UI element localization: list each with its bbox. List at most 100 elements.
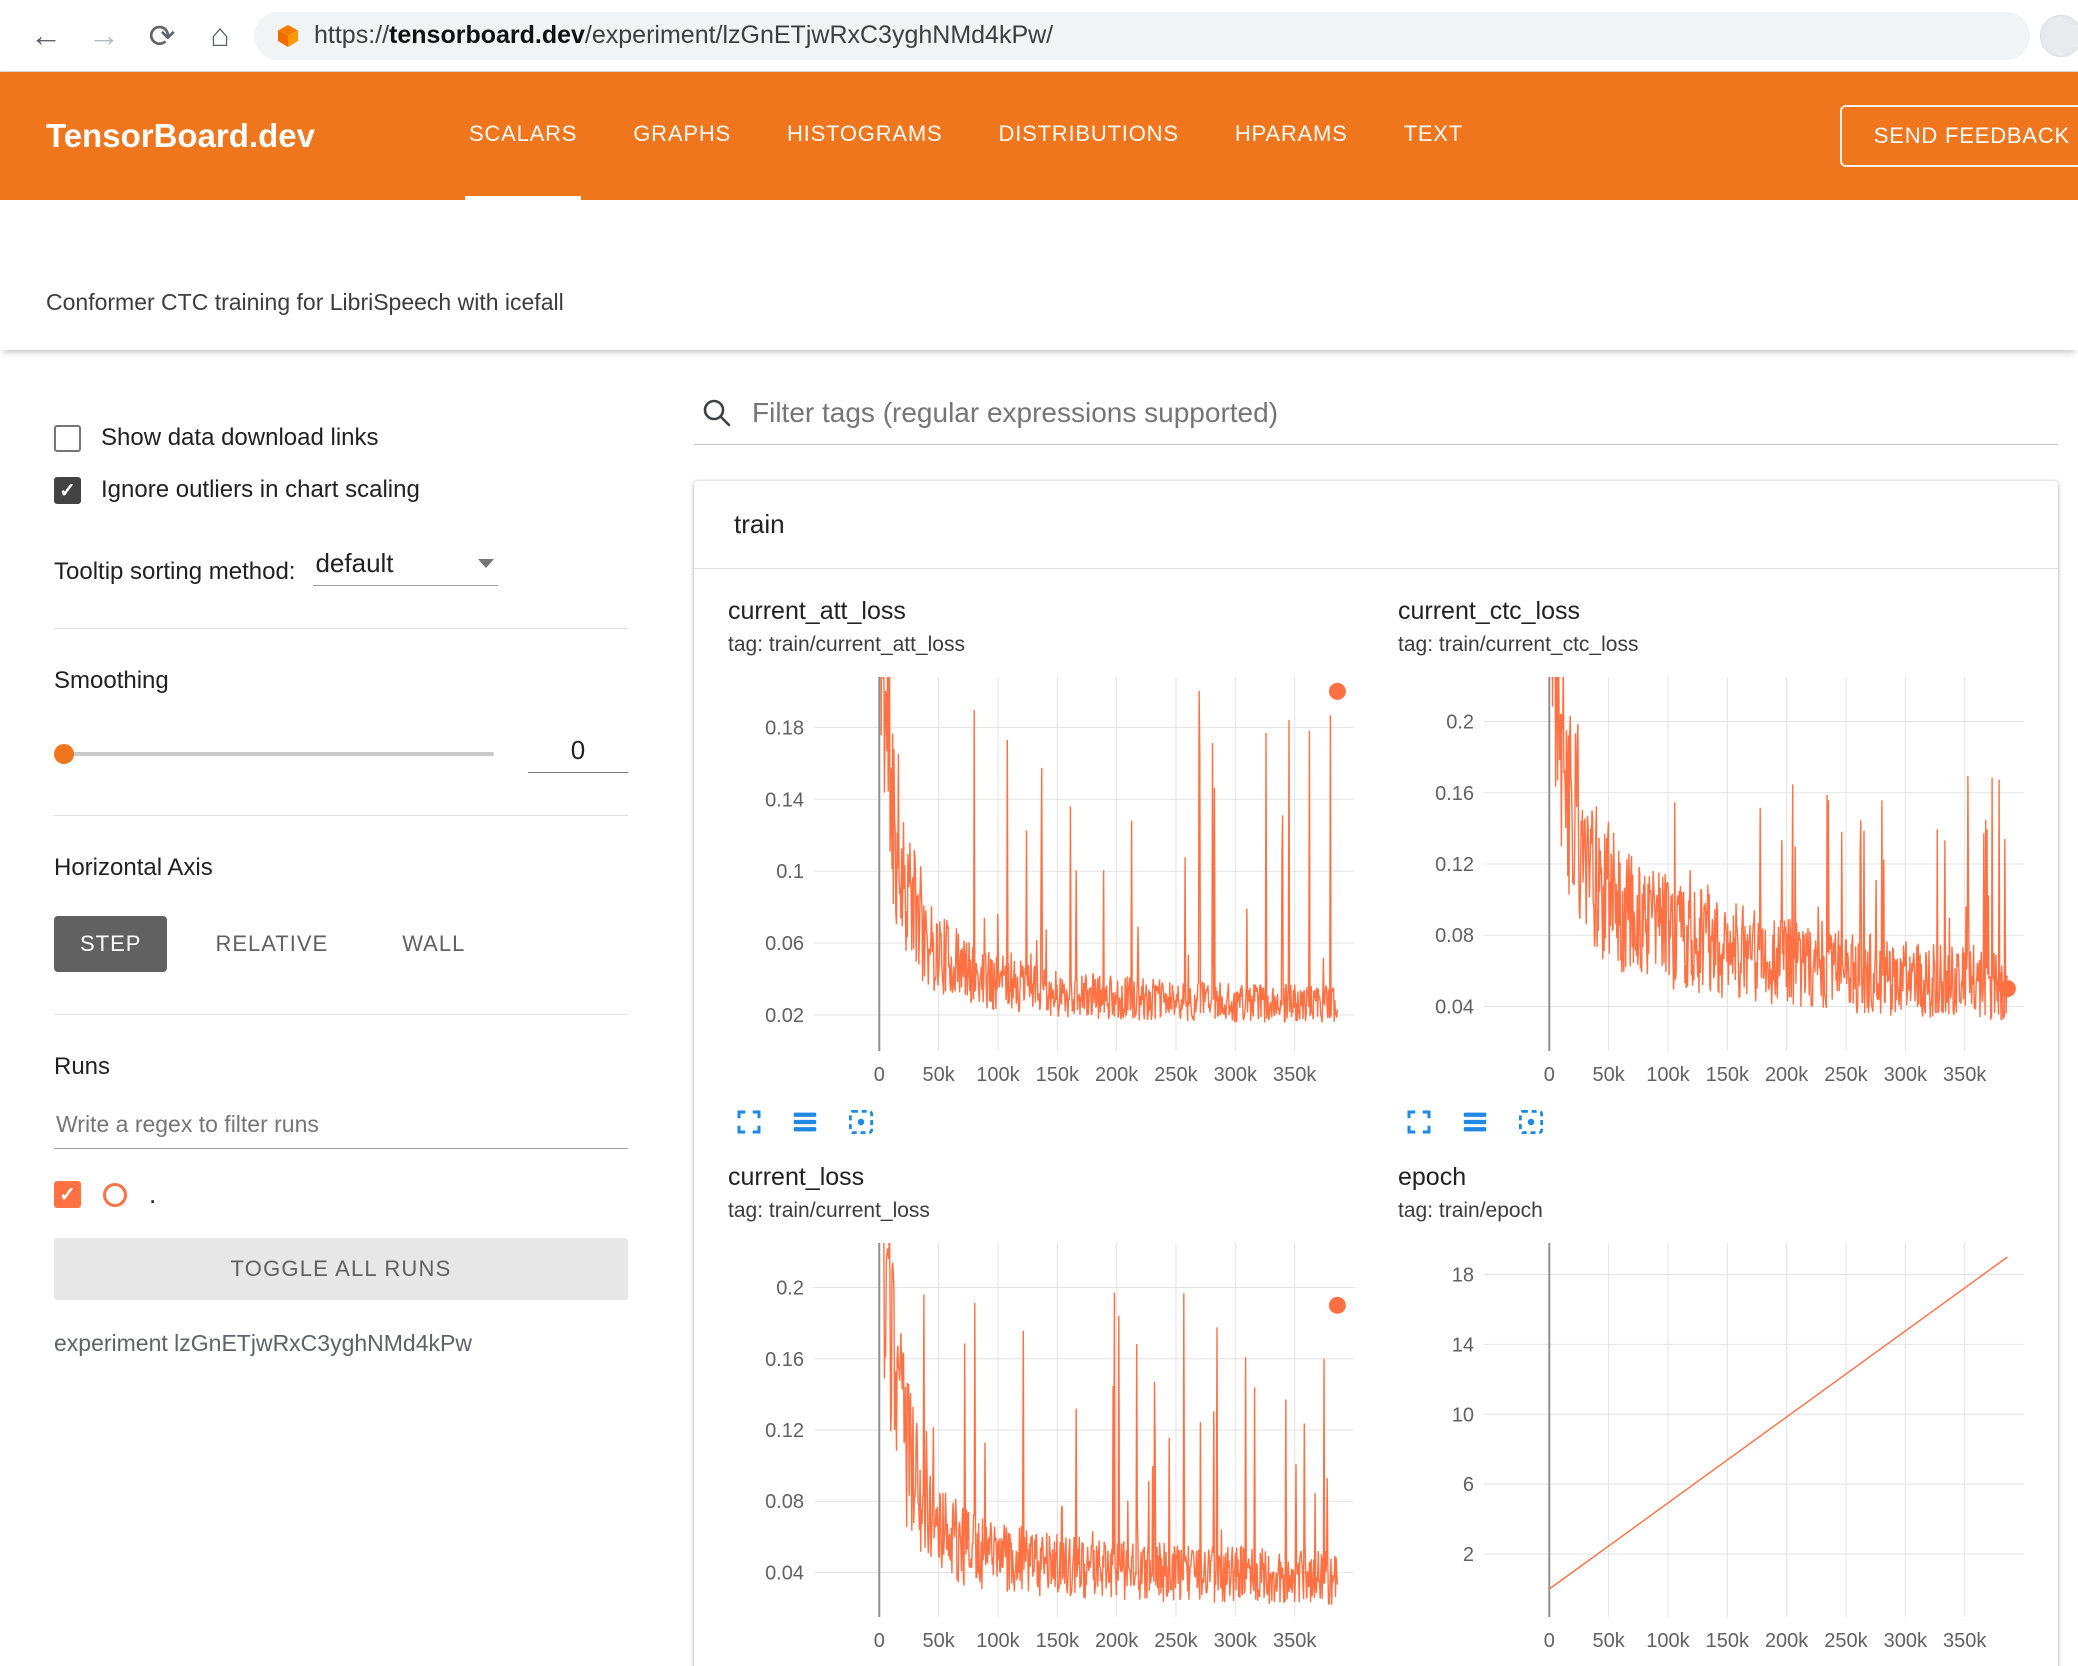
address-bar[interactable]: https://tensorboard.dev/experiment/lzGnE… [254, 11, 2030, 60]
svg-text:0: 0 [874, 1630, 885, 1652]
fit-domain-icon[interactable] [846, 1107, 876, 1137]
svg-text:0.08: 0.08 [765, 1491, 804, 1513]
fit-domain-icon[interactable] [1516, 1107, 1546, 1137]
svg-text:250k: 250k [1154, 1064, 1198, 1086]
scalar-chart-card: epoch tag: train/epoch 2 6 10 14 18 0 50k 100k 1… [1398, 1163, 2024, 1666]
svg-text:0.14: 0.14 [765, 789, 804, 811]
svg-text:50k: 50k [1592, 1064, 1625, 1086]
svg-text:250k: 250k [1154, 1630, 1198, 1652]
run-row[interactable]: . [54, 1179, 628, 1210]
svg-text:0: 0 [1544, 1630, 1555, 1652]
tab-text[interactable]: TEXT [1403, 121, 1464, 146]
chevron-down-icon [478, 559, 495, 568]
svg-text:0.06: 0.06 [765, 933, 804, 955]
ignore-outliers-checkbox[interactable] [54, 476, 81, 504]
browser-chrome: ← → ⟳ ⌂ https://tensorboard.dev/experime… [0, 0, 2078, 72]
filter-tags-input[interactable] [752, 397, 2052, 429]
train-section-card: train current_att_loss tag: train/curren… [694, 481, 2058, 1666]
send-feedback-button[interactable]: SEND FEEDBACK [1839, 105, 2078, 167]
run-checkbox[interactable] [54, 1181, 81, 1208]
svg-text:0.08: 0.08 [1435, 925, 1474, 947]
run-color-swatch [103, 1182, 127, 1207]
view-data-icon[interactable] [790, 1107, 820, 1137]
svg-text:0: 0 [1544, 1064, 1555, 1086]
show-download-links-checkbox[interactable] [54, 424, 81, 452]
reload-icon[interactable]: ⟳ [148, 17, 176, 54]
axis-button-step[interactable]: STEP [54, 916, 168, 972]
svg-text:2: 2 [1463, 1544, 1474, 1566]
svg-text:0.2: 0.2 [776, 1278, 804, 1300]
tab-hparams[interactable]: HPARAMS [1234, 121, 1348, 146]
smoothing-value-input[interactable]: 0 [528, 735, 628, 773]
scalar-chart-card: current_loss tag: train/current_loss 0.0… [728, 1163, 1354, 1666]
scalar-line-chart[interactable]: 0.04 0.08 0.12 0.16 0.2 0 50k 100k 150k 200k 250k 3… [728, 1233, 1368, 1663]
svg-text:0.2: 0.2 [1446, 712, 1474, 734]
svg-text:0: 0 [874, 1064, 885, 1086]
svg-text:350k: 350k [1273, 1630, 1317, 1652]
svg-text:350k: 350k [1943, 1630, 1987, 1652]
svg-text:300k: 300k [1884, 1630, 1928, 1652]
svg-text:0.04: 0.04 [765, 1562, 804, 1584]
scalar-line-chart[interactable]: 2 6 10 14 18 0 50k 100k 150k 200k 250k 300k 350k [1398, 1233, 2038, 1663]
svg-text:0.16: 0.16 [1435, 783, 1474, 805]
runs-filter-input[interactable] [54, 1103, 628, 1149]
svg-text:50k: 50k [922, 1064, 955, 1086]
header-tabs: SCALARS GRAPHS HISTOGRAMS DISTRIBUTIONS HPAR… [464, 72, 1467, 200]
tensorboard-favicon [276, 24, 300, 48]
back-arrow-icon[interactable]: ← [30, 17, 62, 53]
show-download-links-row[interactable]: Show data download links [54, 424, 628, 452]
svg-text:150k: 150k [1706, 1064, 1750, 1086]
svg-text:200k: 200k [1765, 1630, 1809, 1652]
svg-text:150k: 150k [1036, 1064, 1080, 1086]
home-icon[interactable]: ⌂ [210, 17, 230, 53]
smoothing-slider[interactable] [54, 744, 494, 764]
tab-distributions[interactable]: DISTRIBUTIONS [998, 121, 1179, 146]
forward-arrow-icon[interactable]: → [88, 17, 120, 53]
tab-graphs[interactable]: GRAPHS [633, 121, 731, 146]
fullscreen-icon[interactable] [1404, 1107, 1434, 1137]
chart-toolbar [728, 1107, 1354, 1137]
browser-avatar[interactable] [2040, 14, 2078, 57]
tooltip-sorting-select[interactable]: default [313, 548, 499, 586]
smoothing-slider-thumb[interactable] [54, 744, 74, 764]
svg-text:0.16: 0.16 [765, 1349, 804, 1371]
scalar-line-chart[interactable]: 0.02 0.06 0.1 0.14 0.18 0 50k 100k 150k 200k 250k 3… [728, 667, 1368, 1097]
tab-histograms[interactable]: HISTOGRAMS [786, 121, 943, 146]
chart-tag: tag: train/current_att_loss [728, 633, 965, 656]
tab-scalars[interactable]: SCALARS [464, 72, 582, 200]
svg-text:100k: 100k [1646, 1630, 1690, 1652]
experiment-id-note: experiment lzGnETjwRxC3yghNMd4kPw [54, 1330, 472, 1356]
svg-text:200k: 200k [1095, 1064, 1139, 1086]
main-panel: train current_att_loss tag: train/curren… [672, 350, 2078, 1666]
tensorboard-header: TensorBoard.dev SCALARS GRAPHS HISTOGRAMS D… [0, 72, 2078, 200]
chart-title: current_att_loss [728, 597, 906, 625]
tooltip-sorting-label: Tooltip sorting method: [54, 558, 296, 585]
tooltip-sorting-value: default [315, 548, 394, 578]
svg-text:200k: 200k [1095, 1630, 1139, 1652]
url-scheme: https:// [314, 21, 390, 49]
view-data-icon[interactable] [1460, 1107, 1490, 1137]
sidebar-divider [54, 628, 628, 629]
svg-text:10: 10 [1452, 1404, 1474, 1426]
tooltip-sorting-row: Tooltip sorting method: default [54, 548, 628, 586]
ignore-outliers-label: Ignore outliers in chart scaling [101, 476, 420, 503]
scalar-line-chart[interactable]: 0.04 0.08 0.12 0.16 0.2 0 50k 100k 150k 200k 250k 3… [1398, 667, 2038, 1097]
svg-text:200k: 200k [1765, 1064, 1809, 1086]
charts-grid: current_att_loss tag: train/current_att_… [694, 569, 2058, 1666]
show-download-links-label: Show data download links [101, 424, 379, 451]
horizontal-axis-label: Horizontal Axis [54, 854, 213, 881]
axis-button-wall[interactable]: WALL [376, 916, 491, 972]
experiment-title-bar: Conformer CTC training for LibriSpeech w… [0, 200, 2078, 350]
ignore-outliers-row[interactable]: Ignore outliers in chart scaling [54, 476, 628, 504]
chart-tag: tag: train/current_loss [728, 1199, 930, 1222]
section-title-train[interactable]: train [694, 481, 2058, 569]
chart-toolbar [1398, 1107, 2024, 1137]
url-path: /experiment/lzGnETjwRxC3yghNMd4kPw/ [584, 21, 1054, 49]
url-text: https://tensorboard.dev/experiment/lzGnE… [314, 21, 1053, 50]
svg-text:0.18: 0.18 [765, 717, 804, 739]
search-icon [700, 396, 734, 430]
chart-tag: tag: train/current_ctc_loss [1398, 633, 1639, 656]
fullscreen-icon[interactable] [734, 1107, 764, 1137]
toggle-all-runs-button[interactable]: TOGGLE ALL RUNS [54, 1238, 628, 1300]
axis-button-relative[interactable]: RELATIVE [189, 916, 354, 972]
